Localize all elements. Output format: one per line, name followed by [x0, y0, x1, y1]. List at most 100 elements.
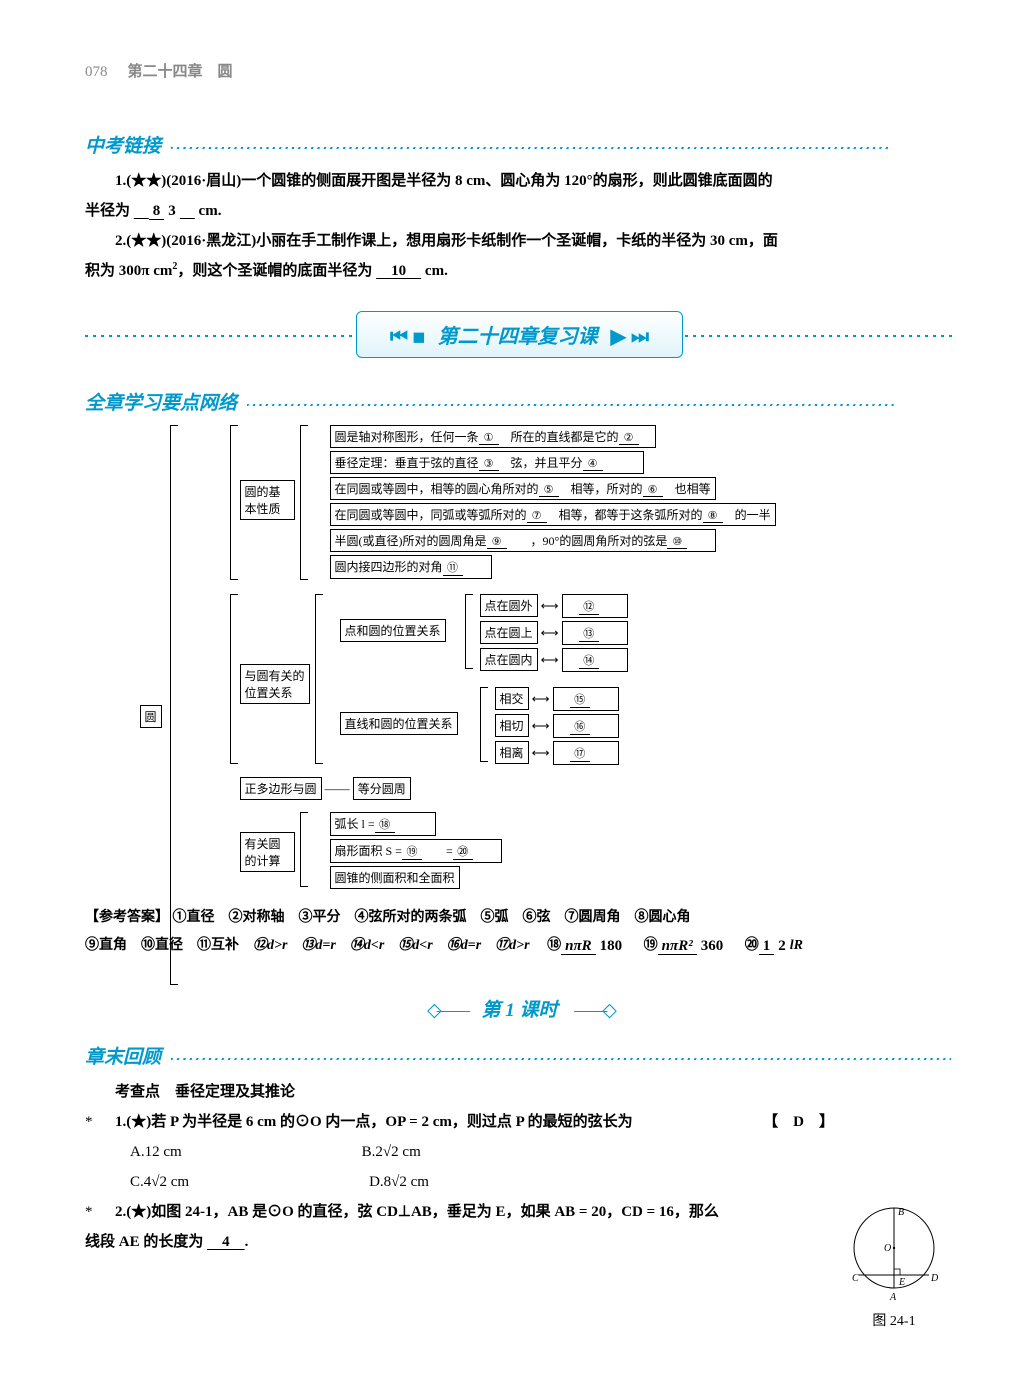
bracket-icon [230, 425, 238, 580]
svg-text:A: A [889, 1292, 897, 1303]
node-point-pos: 点和圆的位置关系 [340, 619, 446, 642]
q2-answer: 10 [376, 263, 421, 279]
q1-choices-2: C.4√2 cm D.8√2 cm [130, 1167, 954, 1197]
q2-body: 2.(★)如图 24-1，AB 是⊙O 的直径，弦 CD⊥AB，垂足为 E，如果… [115, 1204, 719, 1220]
ans-5: ⑤弧 [481, 910, 509, 925]
review-q1: *1.(★)若 P 为半径是 6 cm 的⊙O 内一点，OP = 2 cm，则过… [115, 1107, 954, 1137]
section-title-1-text: 中考链接 [85, 136, 161, 157]
chapter-title: 第二十四章 圆 [128, 60, 233, 81]
leaf-3: 在同圆或等圆中，相等的圆心角所对的⑤ 相等，所对的⑥ 也相等 [330, 477, 716, 500]
leaf-2: 垂径定理：垂直于弦的直径③ 弦，并且平分④ [330, 451, 644, 474]
blank-15: ⑮ [553, 687, 619, 711]
lesson-title-text: 第 1 课时 [481, 1000, 557, 1021]
ans-19-pre: ⑲ [644, 938, 658, 953]
leaf-c1: 弧长 l =⑱ [330, 812, 436, 836]
hatch-decoration [171, 147, 891, 149]
leaf-1: 圆是轴对称图形，任何一条① 所在的直线都是它的② [330, 425, 656, 448]
question-2: 2.(★★)(2016·黑龙江)小丽在手工制作课上，想用扇形卡纸制作一个圣诞帽，… [85, 226, 954, 256]
chapter-banner: ⏮ ◼ 第二十四章复习课 ▶ ⏭ [356, 311, 683, 358]
leaf-p3: 点在圆内 [480, 648, 538, 671]
topic: 考查点 垂径定理及其推论 [85, 1077, 954, 1107]
blank-12: ⑫ [562, 594, 628, 618]
circle-diagram-icon: B O E C D A [844, 1203, 944, 1303]
ans-18-pre: ⑱ [547, 938, 561, 953]
blank-17: ⑰ [553, 741, 619, 765]
answer-key: 【参考答案】 ①直径 ②对称轴 ③平分 ④弦所对的两条弧 ⑤弧 ⑥弦 ⑦圆周角 … [85, 904, 954, 960]
section-title-3: 章末回顾 [85, 1042, 954, 1069]
forward-icon: ▶ ⏭ [611, 326, 649, 348]
ans-15: ⑮d<r [398, 938, 432, 953]
ans-6: ⑥弦 [523, 910, 551, 925]
banner-text: 第二十四章复习课 [438, 326, 598, 348]
answers-label: 【参考答案】 [85, 910, 169, 925]
svg-text:O: O [884, 1243, 891, 1254]
leaf-5: 半圆(或直径)所对的圆周角是⑨ ，90°的圆周角所对的弦是⑩ [330, 529, 717, 552]
q2-answer: 4 [207, 1234, 245, 1250]
svg-text:B: B [898, 1207, 904, 1218]
section-title-2: 全章学习要点网络 [85, 388, 954, 415]
page-header: 078 第二十四章 圆 [85, 60, 954, 81]
q2-text: 2.(★★)(2016·黑龙江)小丽在手工制作课上，想用扇形卡纸制作一个圣诞帽，… [115, 233, 778, 249]
leaf-l1: 相交 [495, 687, 529, 710]
q2-unit: cm. [425, 263, 448, 279]
ans-20-pre: ⑳ [745, 938, 759, 953]
question-1: 1.(★★)(2016·眉山)一个圆锥的侧面展开图是半径为 8 cm、圆心角为 … [85, 166, 954, 196]
leaf-4: 在同圆或等圆中，同弧或等弧所对的⑦ 相等，都等于这条弧所对的⑧ 的一半 [330, 503, 776, 526]
ans-17: ⑰d>r [495, 938, 529, 953]
node-root: 圆 [140, 705, 162, 728]
question-2-line2: 积为 300π cm2，则这个圣诞帽的底面半径为 10 cm. [85, 256, 954, 286]
ans-1: ①直径 [173, 910, 215, 925]
svg-text:C: C [852, 1273, 859, 1284]
deco-right-icon: ——◇ [574, 1000, 612, 1021]
q1-answer: 83 [134, 203, 195, 219]
q2-line2-prefix: 积为 300π cm [85, 263, 172, 279]
ans-11: ⑪互补 [197, 938, 239, 953]
q1-frac-den: 3 [164, 203, 180, 219]
leaf-poly: 等分圆周 [353, 777, 411, 800]
ans-3: ③平分 [299, 910, 341, 925]
blank-14: ⑭ [562, 648, 628, 672]
deco-left-icon: ◇—— [427, 1000, 465, 1021]
ans-12: ⑫d>r [253, 938, 287, 953]
review-q2-line2: 线段 AE 的长度为 4 . [85, 1227, 954, 1257]
svg-text:D: D [930, 1273, 939, 1284]
blank-13: ⑬ [562, 621, 628, 645]
q1-text: 1.(★★)(2016·眉山)一个圆锥的侧面展开图是半径为 8 cm、圆心角为 … [115, 173, 773, 189]
page-number: 078 [85, 64, 108, 81]
ans-19-num: nπR² [662, 938, 693, 954]
ans-9: ⑨直角 [85, 938, 127, 953]
ans-7: ⑦圆周角 [565, 910, 621, 925]
ans-20-num: 1 [759, 938, 775, 955]
opt-a: A.12 cm [130, 1137, 182, 1167]
hatch-decoration-2 [247, 404, 897, 406]
q1-frac-num: 8 [149, 203, 165, 220]
ans-18-den: 180 [596, 938, 627, 954]
figure-label: 图 24-1 [839, 1310, 949, 1330]
leaf-p2: 点在圆上 [480, 621, 538, 644]
node-line-pos: 直线和圆的位置关系 [340, 712, 458, 735]
hatch-decoration-3 [171, 1058, 951, 1060]
q2-suffix: . [245, 1234, 249, 1250]
bracket-icon [300, 425, 308, 580]
node-calc: 有关圆的计算 [240, 832, 295, 872]
opt-d: D.8√2 cm [369, 1167, 429, 1197]
node-basic: 圆的基本性质 [240, 480, 295, 520]
leaf-l2: 相切 [495, 714, 529, 737]
ans-20-den: 2 [774, 938, 790, 954]
section-title-2-text: 全章学习要点网络 [85, 393, 237, 414]
ans-19-den: 360 [697, 938, 728, 954]
leaf-l3: 相离 [495, 741, 529, 764]
review-q2: *2.(★)如图 24-1，AB 是⊙O 的直径，弦 CD⊥AB，垂足为 E，如… [115, 1197, 954, 1227]
blank-16: ⑯ [553, 714, 619, 738]
bracket-icon [465, 594, 473, 669]
opt-b: B.2√2 cm [362, 1137, 421, 1167]
ans-13: ⑬d=r [301, 938, 335, 953]
bracket-icon [170, 425, 178, 985]
q1-unit: cm. [199, 203, 222, 219]
chapter-banner-wrap: ⏮ ◼ 第二十四章复习课 ▶ ⏭ [85, 311, 954, 358]
node-polygon: 正多边形与圆 [240, 777, 322, 800]
q1-body: 1.(★)若 P 为半径是 6 cm 的⊙O 内一点，OP = 2 cm，则过点… [115, 1114, 633, 1130]
leaf-c3: 圆锥的侧面积和全面积 [330, 866, 460, 889]
section-title-1: 中考链接 [85, 131, 954, 158]
concept-diagram: 圆 圆的基本性质 圆是轴对称图形，任何一条① 所在的直线都是它的② 垂径定理：垂… [140, 425, 900, 889]
